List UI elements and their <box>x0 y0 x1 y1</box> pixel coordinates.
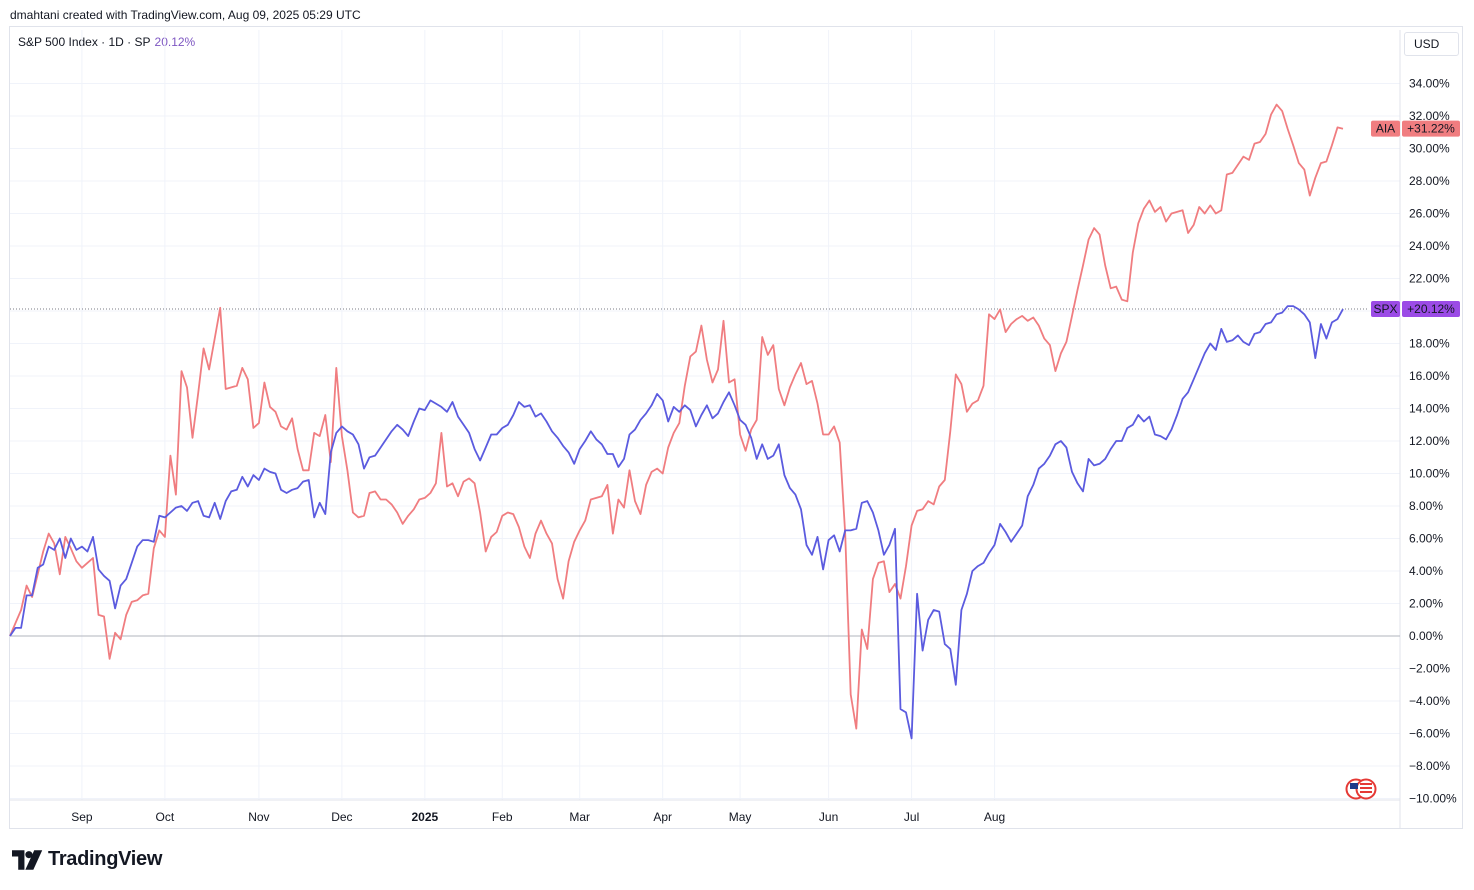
y-tick-label: 18.00% <box>1409 337 1450 351</box>
y-tick-label: 6.00% <box>1409 532 1443 546</box>
last-value-labels: AIA +31.22% SPX +20.12% <box>1371 120 1460 318</box>
spx-symbol-label: SPX <box>1373 302 1397 316</box>
tradingview-logo: TradingView <box>12 848 162 871</box>
y-tick-label: 22.00% <box>1409 272 1450 286</box>
chart-frame <box>9 26 1463 829</box>
y-tick-label: −2.00% <box>1409 662 1450 676</box>
y-tick-label: 28.00% <box>1409 174 1450 188</box>
legend-symbol: S&P 500 Index · 1D · SP <box>18 35 151 49</box>
y-tick-label: −6.00% <box>1409 727 1450 741</box>
y-tick-label: 0.00% <box>1409 629 1443 643</box>
x-tick-label: Jun <box>819 810 838 824</box>
x-tick-label: Sep <box>71 810 93 824</box>
zero-baseline <box>10 308 1400 637</box>
spx-value-box <box>1402 301 1460 318</box>
x-tick-label: Aug <box>984 810 1005 824</box>
aia-value-box <box>1402 120 1460 137</box>
spx-symbol-box <box>1371 301 1400 318</box>
y-tick-label: −10.00% <box>1409 792 1457 806</box>
y-axis: 34.00% 32.00% 30.00% 28.00% 26.00% 24.00% 22.0… <box>1409 77 1457 806</box>
x-tick-label: 2025 <box>411 810 438 824</box>
x-tick-label: Jul <box>904 810 919 824</box>
y-tick-label: −8.00% <box>1409 759 1450 773</box>
y-tick-label: 24.00% <box>1409 239 1450 253</box>
y-tick-label: 32.00% <box>1409 109 1450 123</box>
y-tick-label: 8.00% <box>1409 499 1443 513</box>
brand-name: TradingView <box>48 848 163 870</box>
x-tick-label: Dec <box>331 810 352 824</box>
aia-value-label: +31.22% <box>1407 122 1455 136</box>
currency-button[interactable]: USD <box>1404 32 1459 56</box>
y-tick-label: 34.00% <box>1409 77 1450 91</box>
x-tick-label: May <box>729 810 752 824</box>
spx-series-line <box>9 305 1344 740</box>
y-tick-label: −4.00% <box>1409 694 1450 708</box>
x-tick-label: Mar <box>569 810 590 824</box>
y-tick-label: 2.00% <box>1409 597 1443 611</box>
series-lines <box>9 103 1344 740</box>
tradingview-logo-icon <box>12 849 43 870</box>
grid-lines <box>10 30 1401 829</box>
chart-credit: dmahtani created with TradingView.com, A… <box>10 8 361 22</box>
y-tick-label: 10.00% <box>1409 467 1450 481</box>
y-tick-label: 14.00% <box>1409 402 1450 416</box>
x-tick-label: Nov <box>248 810 269 824</box>
x-axis: Sep Oct Nov Dec 2025 Feb Mar Apr May Jun Jul Aug <box>71 810 1005 824</box>
x-tick-label: Feb <box>492 810 513 824</box>
x-tick-label: Apr <box>653 810 672 824</box>
x-tick-label: Oct <box>156 810 175 824</box>
aia-symbol-box <box>1371 120 1400 137</box>
y-tick-label: 26.00% <box>1409 207 1450 221</box>
y-tick-label: 16.00% <box>1409 369 1450 383</box>
spx-value-label: +20.12% <box>1407 302 1455 316</box>
aia-series-line <box>9 103 1344 730</box>
aia-symbol-label: AIA <box>1376 122 1395 136</box>
y-tick-label: 12.00% <box>1409 434 1450 448</box>
y-tick-label: 4.00% <box>1409 564 1443 578</box>
us-flag-icon <box>1344 778 1378 805</box>
y-tick-label: 30.00% <box>1409 142 1450 156</box>
